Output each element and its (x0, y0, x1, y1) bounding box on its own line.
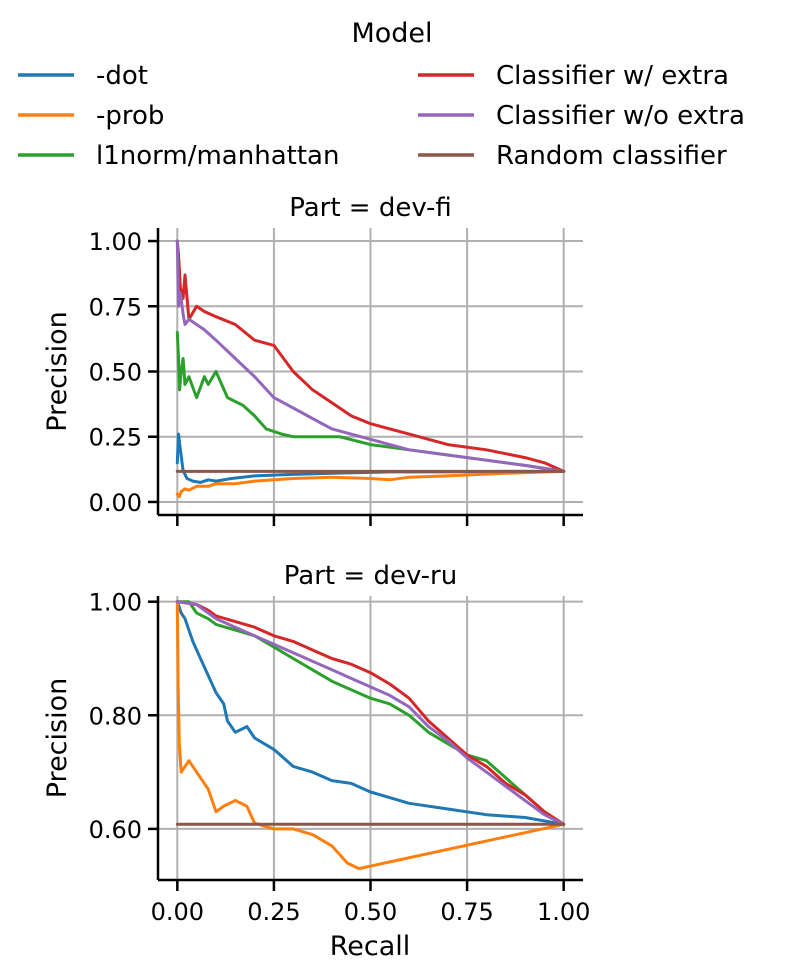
legend-label: -prob (96, 101, 164, 131)
series-line-3 (175, 600, 566, 826)
y-tick-label: 0.50 (89, 359, 142, 387)
series-line-0 (175, 600, 566, 826)
series-line-4 (175, 600, 566, 826)
series-line-2 (175, 600, 566, 826)
legend-title: Model (351, 18, 432, 49)
x-tick-label: 0.50 (344, 898, 397, 926)
legend: Model -dot -prob l1norm/manhattan Classifie… (18, 18, 745, 171)
panel-title: Part = dev-ru (284, 561, 457, 591)
x-tick-label: 1.00 (537, 898, 590, 926)
x-tick-label: 0.25 (247, 898, 300, 926)
legend-label: Classifier w/ extra (496, 61, 729, 91)
series-line-4 (175, 239, 566, 473)
y-tick-label: 0.80 (89, 702, 142, 730)
y-tick-label: 0.75 (89, 293, 142, 321)
legend-label: l1norm/manhattan (96, 141, 339, 171)
series-line-1 (175, 469, 566, 499)
y-axis-label: Precision (42, 678, 73, 798)
x-axis-label: Recall (330, 931, 411, 962)
x-tick-label: 0.00 (151, 898, 204, 926)
y-axis-label: Precision (42, 311, 73, 431)
y-tick-label: 1.00 (89, 589, 142, 617)
series-line-3 (175, 239, 566, 473)
y-tick-label: 0.00 (89, 489, 142, 517)
y-tick-label: 0.60 (89, 816, 142, 844)
legend-label: Random classifier (496, 141, 727, 171)
panel-dev-fi: 0.00 0.25 0.50 0.75 1.00 Part = dev-fi Precisi… (42, 193, 583, 526)
legend-label: -dot (96, 61, 148, 91)
y-tick-label: 0.25 (89, 424, 142, 452)
legend-label: Classifier w/o extra (496, 101, 745, 131)
series-line-1 (175, 600, 566, 871)
panel-title: Part = dev-fi (289, 193, 452, 223)
y-tick-label: 1.00 (89, 228, 142, 256)
x-tick-label: 0.75 (440, 898, 493, 926)
panel-dev-ru: 0.60 0.80 1.00 0.00 0.25 0.50 0.75 1.00 Part = d… (42, 561, 590, 926)
